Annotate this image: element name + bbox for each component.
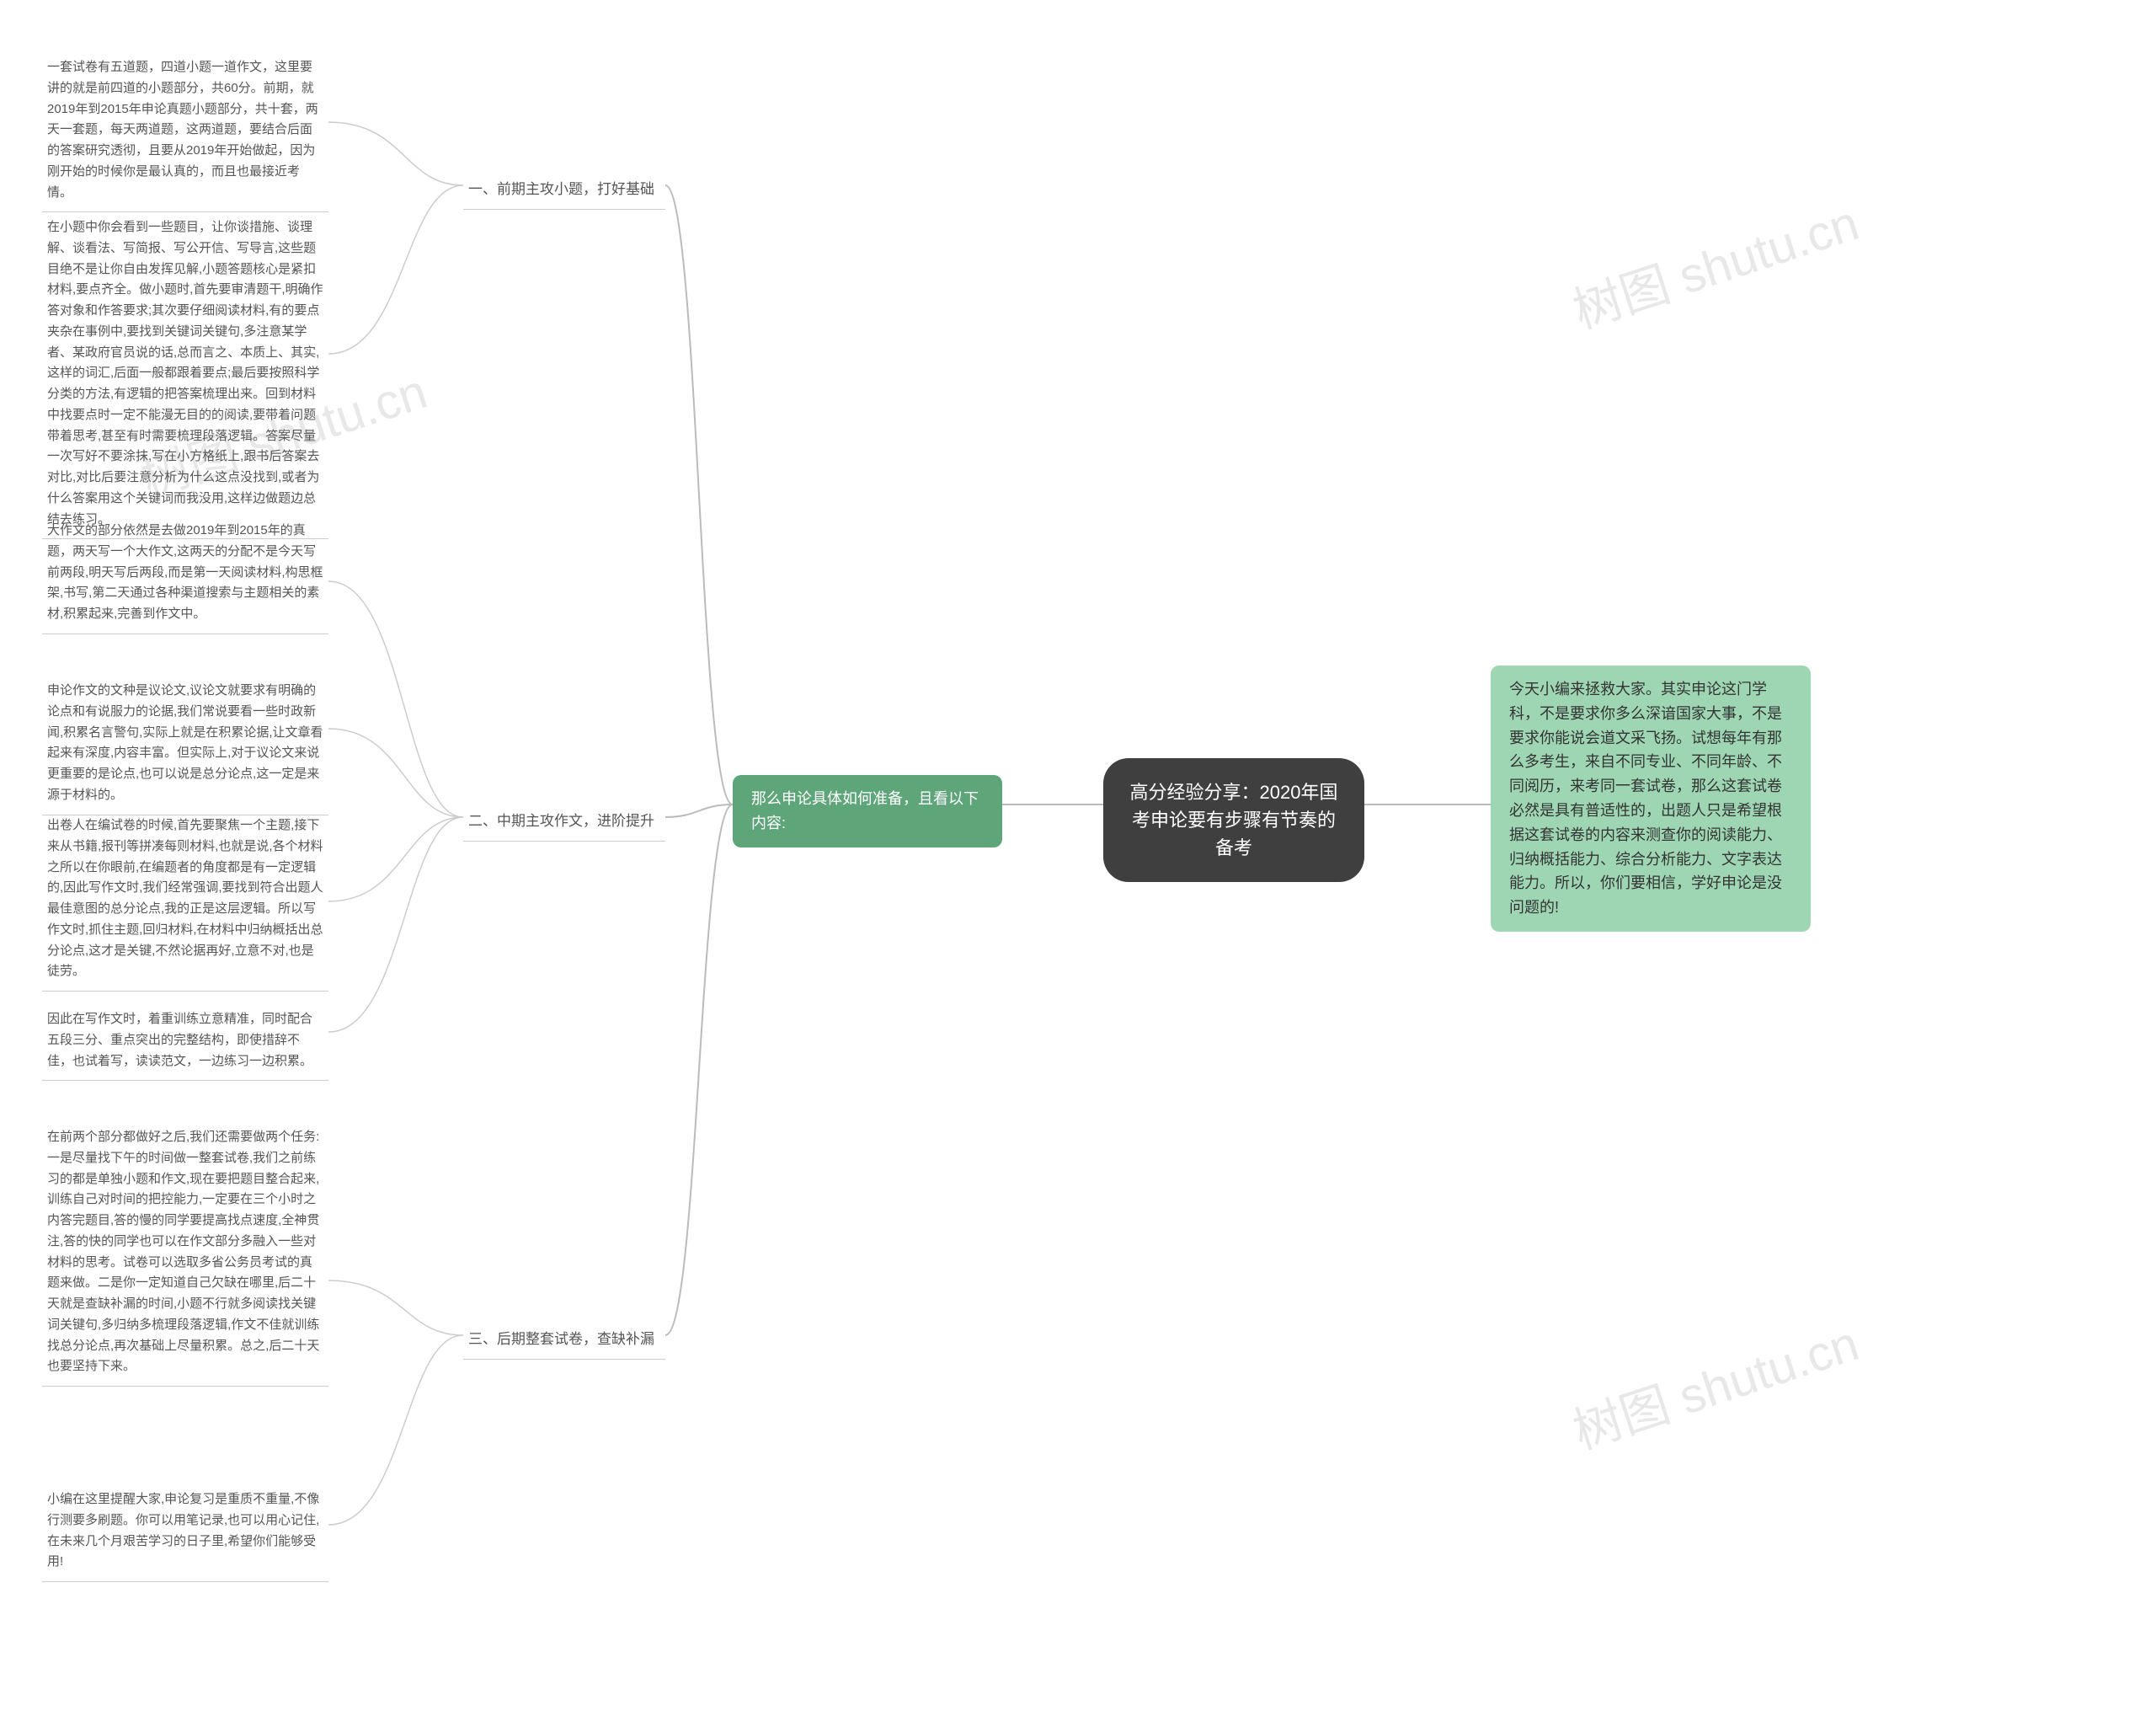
left-branch-line1: 那么申论具体如何准备，且看以下 [751, 790, 979, 807]
leaf-text: 在前两个部分都做好之后,我们还需要做两个任务:一是尽量找下午的时间做一整套试卷,… [47, 1130, 319, 1373]
section-2-label[interactable]: 二、中期主攻作文，进阶提升 [463, 805, 665, 842]
leaf-node[interactable]: 大作文的部分依然是去做2019年到2015年的真题，两天写一个大作文,这两天的分… [42, 514, 328, 634]
leaf-node[interactable]: 在前两个部分都做好之后,我们还需要做两个任务:一是尽量找下午的时间做一整套试卷,… [42, 1120, 328, 1387]
leaf-text: 大作文的部分依然是去做2019年到2015年的真题，两天写一个大作文,这两天的分… [47, 523, 323, 621]
section-1-label-text: 一、前期主攻小题，打好基础 [468, 181, 654, 197]
section-3-label[interactable]: 三、后期整套试卷，查缺补漏 [463, 1323, 665, 1360]
leaf-node[interactable]: 小编在这里提醒大家,申论复习是重质不重量,不像行测要多刷题。你可以用笔记录,也可… [42, 1483, 328, 1582]
leaf-node[interactable]: 一套试卷有五道题，四道小题一道作文，这里要讲的就是前四道的小题部分，共60分。前… [42, 51, 328, 212]
leaf-text: 出卷人在编试卷的时候,首先要聚焦一个主题,接下来从书籍,报刊等拼凑每则材料,也就… [47, 818, 323, 978]
leaf-node[interactable]: 在小题中你会看到一些题目，让你谈措施、谈理解、谈看法、写简报、写公开信、写导言,… [42, 211, 328, 539]
section-2-label-text: 二、中期主攻作文，进阶提升 [468, 813, 654, 829]
right-summary-node[interactable]: 今天小编来拯救大家。其实申论这门学科，不是要求你多么深谙国家大事，不是要求你能说… [1491, 666, 1811, 932]
left-branch-line2: 内容: [751, 815, 786, 831]
root-node[interactable]: 高分经验分享：2020年国 考申论要有步骤有节奏的 备考 [1103, 758, 1364, 882]
right-summary-text: 今天小编来拯救大家。其实申论这门学科，不是要求你多么深谙国家大事，不是要求你能说… [1509, 681, 1782, 916]
leaf-node[interactable]: 因此在写作文时，着重训练立意精准，同时配合五段三分、重点突出的完整结构，即使措辞… [42, 1002, 328, 1081]
leaf-node[interactable]: 出卷人在编试卷的时候,首先要聚焦一个主题,接下来从书籍,报刊等拼凑每则材料,也就… [42, 809, 328, 992]
root-title-line3: 备考 [1215, 837, 1252, 858]
root-title-line2: 考申论要有步骤有节奏的 [1132, 810, 1336, 831]
mindmap-canvas: 树图 shutu.cn 树图 shutu.cn 树图 shutu.cn 高分经验… [0, 0, 2156, 1716]
watermark: 树图 shutu.cn [1563, 1304, 1866, 1462]
root-title-line1: 高分经验分享：2020年国 [1130, 782, 1338, 803]
section-1-label[interactable]: 一、前期主攻小题，打好基础 [463, 173, 665, 210]
left-branch-node[interactable]: 那么申论具体如何准备，且看以下 内容: [733, 775, 1002, 847]
section-3-label-text: 三、后期整套试卷，查缺补漏 [468, 1331, 654, 1347]
leaf-text: 在小题中你会看到一些题目，让你谈措施、谈理解、谈看法、写简报、写公开信、写导言,… [47, 220, 323, 527]
leaf-node[interactable]: 申论作文的文种是议论文,议论文就要求有明确的论点和有说服力的论据,我们常说要看一… [42, 674, 328, 815]
leaf-text: 因此在写作文时，着重训练立意精准，同时配合五段三分、重点突出的完整结构，即使措辞… [47, 1012, 312, 1068]
leaf-text: 小编在这里提醒大家,申论复习是重质不重量,不像行测要多刷题。你可以用笔记录,也可… [47, 1492, 319, 1569]
leaf-text: 一套试卷有五道题，四道小题一道作文，这里要讲的就是前四道的小题部分，共60分。前… [47, 60, 318, 200]
watermark: 树图 shutu.cn [1563, 184, 1866, 342]
leaf-text: 申论作文的文种是议论文,议论文就要求有明确的论点和有说服力的论据,我们常说要看一… [47, 683, 323, 802]
